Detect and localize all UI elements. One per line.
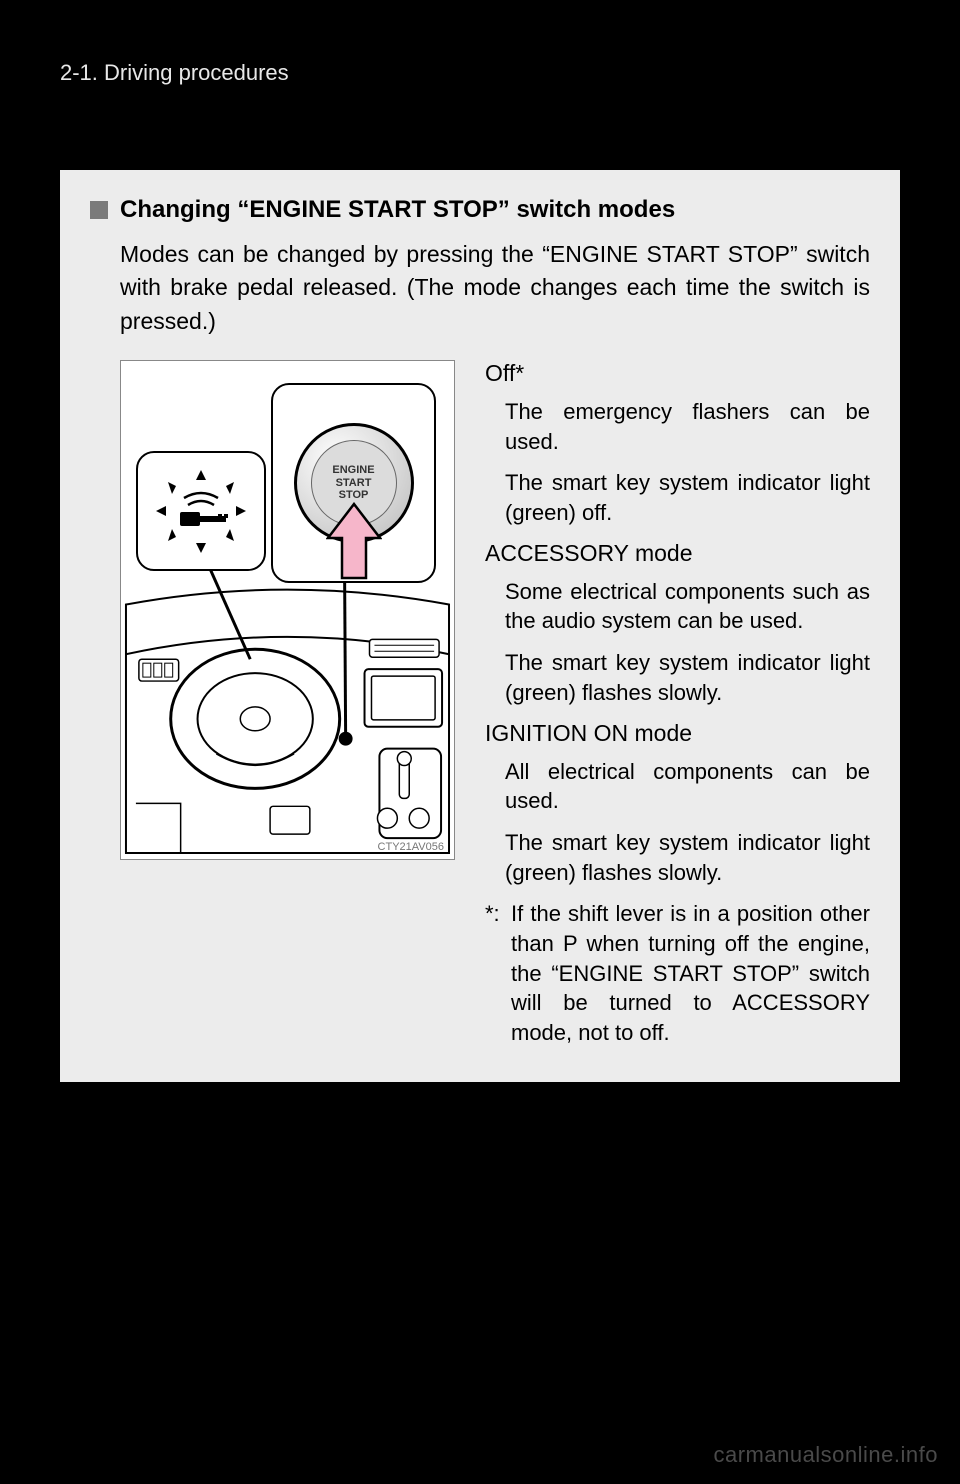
callout-smart-key [136,451,266,571]
footnote-text: If the shift lever is in a position othe… [511,899,870,1047]
mode-paragraph: The smart key system indicator light (gr… [505,648,870,707]
content-panel: Changing “ENGINE START STOP” switch mode… [60,170,900,1082]
breadcrumb: 2-1. Driving procedures [60,60,289,85]
engine-label-line1: ENGINE [332,464,374,476]
section-intro: Modes can be changed by pressing the “EN… [120,238,870,338]
watermark: carmanualsonline.info [713,1442,938,1468]
section-title-row: Changing “ENGINE START STOP” switch mode… [90,196,870,224]
figure-dashboard: ENGINE START STOP CTY21AV056 [120,360,455,860]
footnote-mark: *: [485,899,511,1047]
mode-block-accessory: ACCESSORY mode Some electrical component… [485,540,870,708]
mode-paragraph: All electrical components can be used. [505,757,870,816]
mode-paragraph: Some electrical components such as the a… [505,577,870,636]
mode-paragraph: The emergency flashers can be used. [505,397,870,456]
section-title: Changing “ENGINE START STOP” switch mode… [120,196,675,224]
engine-start-stop-button-icon: ENGINE START STOP [294,423,414,543]
body-row: ENGINE START STOP CTY21AV056 Off* The em… [120,360,870,1048]
mode-block-ignition-on: IGNITION ON mode All electrical componen… [485,720,870,888]
arrow-shape [328,504,380,578]
mode-title: Off* [485,360,870,387]
callout-engine-button: ENGINE START STOP [271,383,436,583]
engine-label-line2: START [336,477,372,489]
footnote: *: If the shift lever is in a position o… [485,899,870,1047]
mode-paragraph: The smart key system indicator light (gr… [505,468,870,527]
mode-paragraph: The smart key system indicator light (gr… [505,828,870,887]
engine-label-line3: STOP [339,489,369,501]
modes-column: Off* The emergency flashers can be used.… [485,360,870,1048]
mode-title: ACCESSORY mode [485,540,870,567]
up-arrow-icon [326,502,382,580]
mode-title: IGNITION ON mode [485,720,870,747]
square-bullet-icon [90,201,108,219]
smart-key-icon [146,464,256,559]
figure-caption: CTY21AV056 [378,841,444,853]
mode-block-off: Off* The emergency flashers can be used.… [485,360,870,528]
